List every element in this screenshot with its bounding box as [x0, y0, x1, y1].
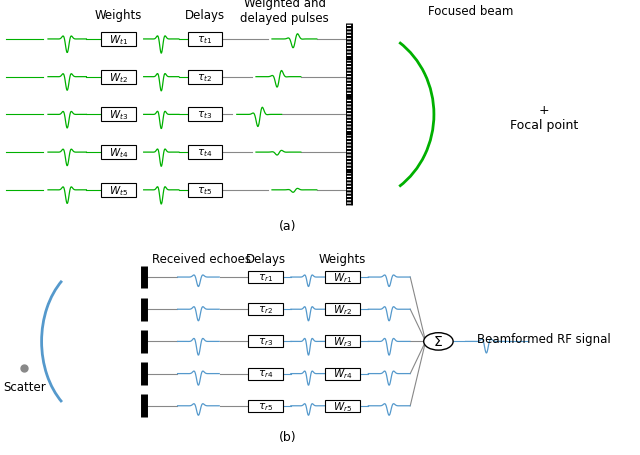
Text: $W_{r3}$: $W_{r3}$ [333, 335, 352, 349]
Text: $W_{t2}$: $W_{t2}$ [109, 71, 128, 84]
Text: Weights: Weights [95, 9, 142, 22]
Text: +
Focal point: + Focal point [510, 103, 578, 131]
FancyBboxPatch shape [248, 303, 283, 316]
Text: $W_{t5}$: $W_{t5}$ [109, 183, 128, 197]
FancyBboxPatch shape [325, 336, 360, 348]
Text: $W_{t4}$: $W_{t4}$ [109, 146, 128, 160]
FancyBboxPatch shape [325, 368, 360, 380]
FancyBboxPatch shape [101, 71, 136, 85]
FancyBboxPatch shape [248, 400, 283, 412]
FancyBboxPatch shape [325, 271, 360, 283]
Text: $W_{r5}$: $W_{r5}$ [333, 399, 352, 413]
FancyBboxPatch shape [101, 183, 136, 197]
Text: Received echoes: Received echoes [152, 252, 251, 265]
FancyBboxPatch shape [325, 303, 360, 316]
Text: $\tau_{t4}$: $\tau_{t4}$ [197, 147, 212, 159]
Text: Weights: Weights [319, 252, 366, 265]
Text: Beamformed RF signal: Beamformed RF signal [477, 332, 611, 345]
Text: Weighted and
delayed pulses: Weighted and delayed pulses [241, 0, 329, 25]
FancyBboxPatch shape [248, 368, 283, 380]
Text: Delays: Delays [185, 9, 225, 22]
Text: $\tau_{r4}$: $\tau_{r4}$ [258, 368, 273, 379]
Text: (b): (b) [279, 430, 297, 443]
Text: $W_{r1}$: $W_{r1}$ [333, 271, 352, 284]
Text: $\tau_{r5}$: $\tau_{r5}$ [258, 400, 273, 412]
FancyBboxPatch shape [101, 146, 136, 160]
Text: $\tau_{t3}$: $\tau_{t3}$ [197, 109, 212, 121]
Text: $W_{r2}$: $W_{r2}$ [333, 303, 352, 316]
Text: $W_{t3}$: $W_{t3}$ [109, 108, 128, 122]
FancyBboxPatch shape [188, 183, 222, 197]
FancyBboxPatch shape [188, 146, 222, 160]
Text: $\tau_{t1}$: $\tau_{t1}$ [197, 34, 212, 46]
Text: $\tau_{r3}$: $\tau_{r3}$ [258, 336, 273, 348]
FancyBboxPatch shape [325, 400, 360, 412]
Text: Focused beam: Focused beam [428, 5, 513, 18]
Text: Delays: Delays [246, 252, 285, 265]
Circle shape [424, 333, 453, 350]
FancyBboxPatch shape [248, 336, 283, 348]
Text: $W_{t1}$: $W_{t1}$ [109, 33, 128, 47]
Text: (a): (a) [279, 219, 297, 233]
FancyBboxPatch shape [101, 33, 136, 47]
FancyBboxPatch shape [101, 108, 136, 122]
Text: $\Sigma$: $\Sigma$ [433, 335, 444, 349]
Text: $\tau_{t2}$: $\tau_{t2}$ [197, 71, 212, 83]
Text: $\tau_{r1}$: $\tau_{r1}$ [258, 272, 273, 283]
Text: $\tau_{t5}$: $\tau_{t5}$ [197, 185, 212, 196]
FancyBboxPatch shape [188, 108, 222, 122]
Text: Scatter: Scatter [3, 380, 45, 394]
Text: $W_{r4}$: $W_{r4}$ [333, 367, 352, 381]
FancyBboxPatch shape [248, 271, 283, 283]
FancyBboxPatch shape [188, 71, 222, 85]
Text: $\tau_{r2}$: $\tau_{r2}$ [258, 303, 273, 315]
FancyBboxPatch shape [188, 33, 222, 47]
